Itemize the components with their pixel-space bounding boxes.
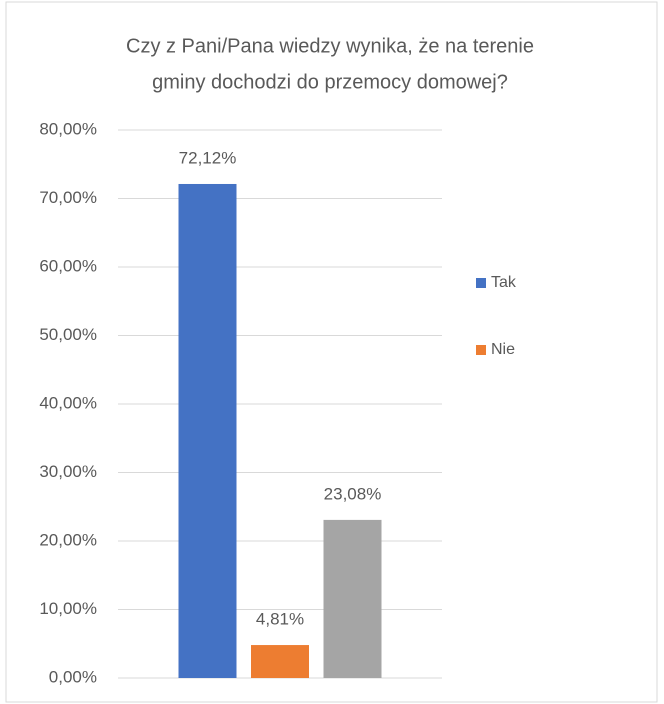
chart-title: Czy z Pani/Pana wiedzy wynika, że na ter…: [126, 35, 534, 57]
y-tick-label: 40,00%: [39, 393, 97, 412]
bar: [178, 183, 237, 678]
y-tick-label: 60,00%: [39, 256, 97, 275]
bar: [251, 645, 309, 678]
y-tick-label: 80,00%: [39, 119, 97, 138]
legend-swatch: [476, 345, 486, 355]
legend-label: Tak: [491, 274, 517, 291]
bar: [323, 519, 382, 678]
y-tick-label: 70,00%: [39, 188, 97, 207]
y-tick-label: 20,00%: [39, 530, 97, 549]
data-label: 23,08%: [324, 484, 382, 503]
y-tick-label: 0,00%: [49, 667, 97, 686]
y-tick-label: 30,00%: [39, 462, 97, 481]
y-tick-label: 10,00%: [39, 599, 97, 618]
legend-swatch: [476, 278, 486, 288]
legend-label: Nie: [491, 341, 515, 358]
y-tick-label: 50,00%: [39, 325, 97, 344]
data-label: 72,12%: [179, 148, 237, 167]
data-label: 4,81%: [256, 610, 304, 629]
chart-title: gminy dochodzi do przemocy domowej?: [152, 71, 508, 93]
